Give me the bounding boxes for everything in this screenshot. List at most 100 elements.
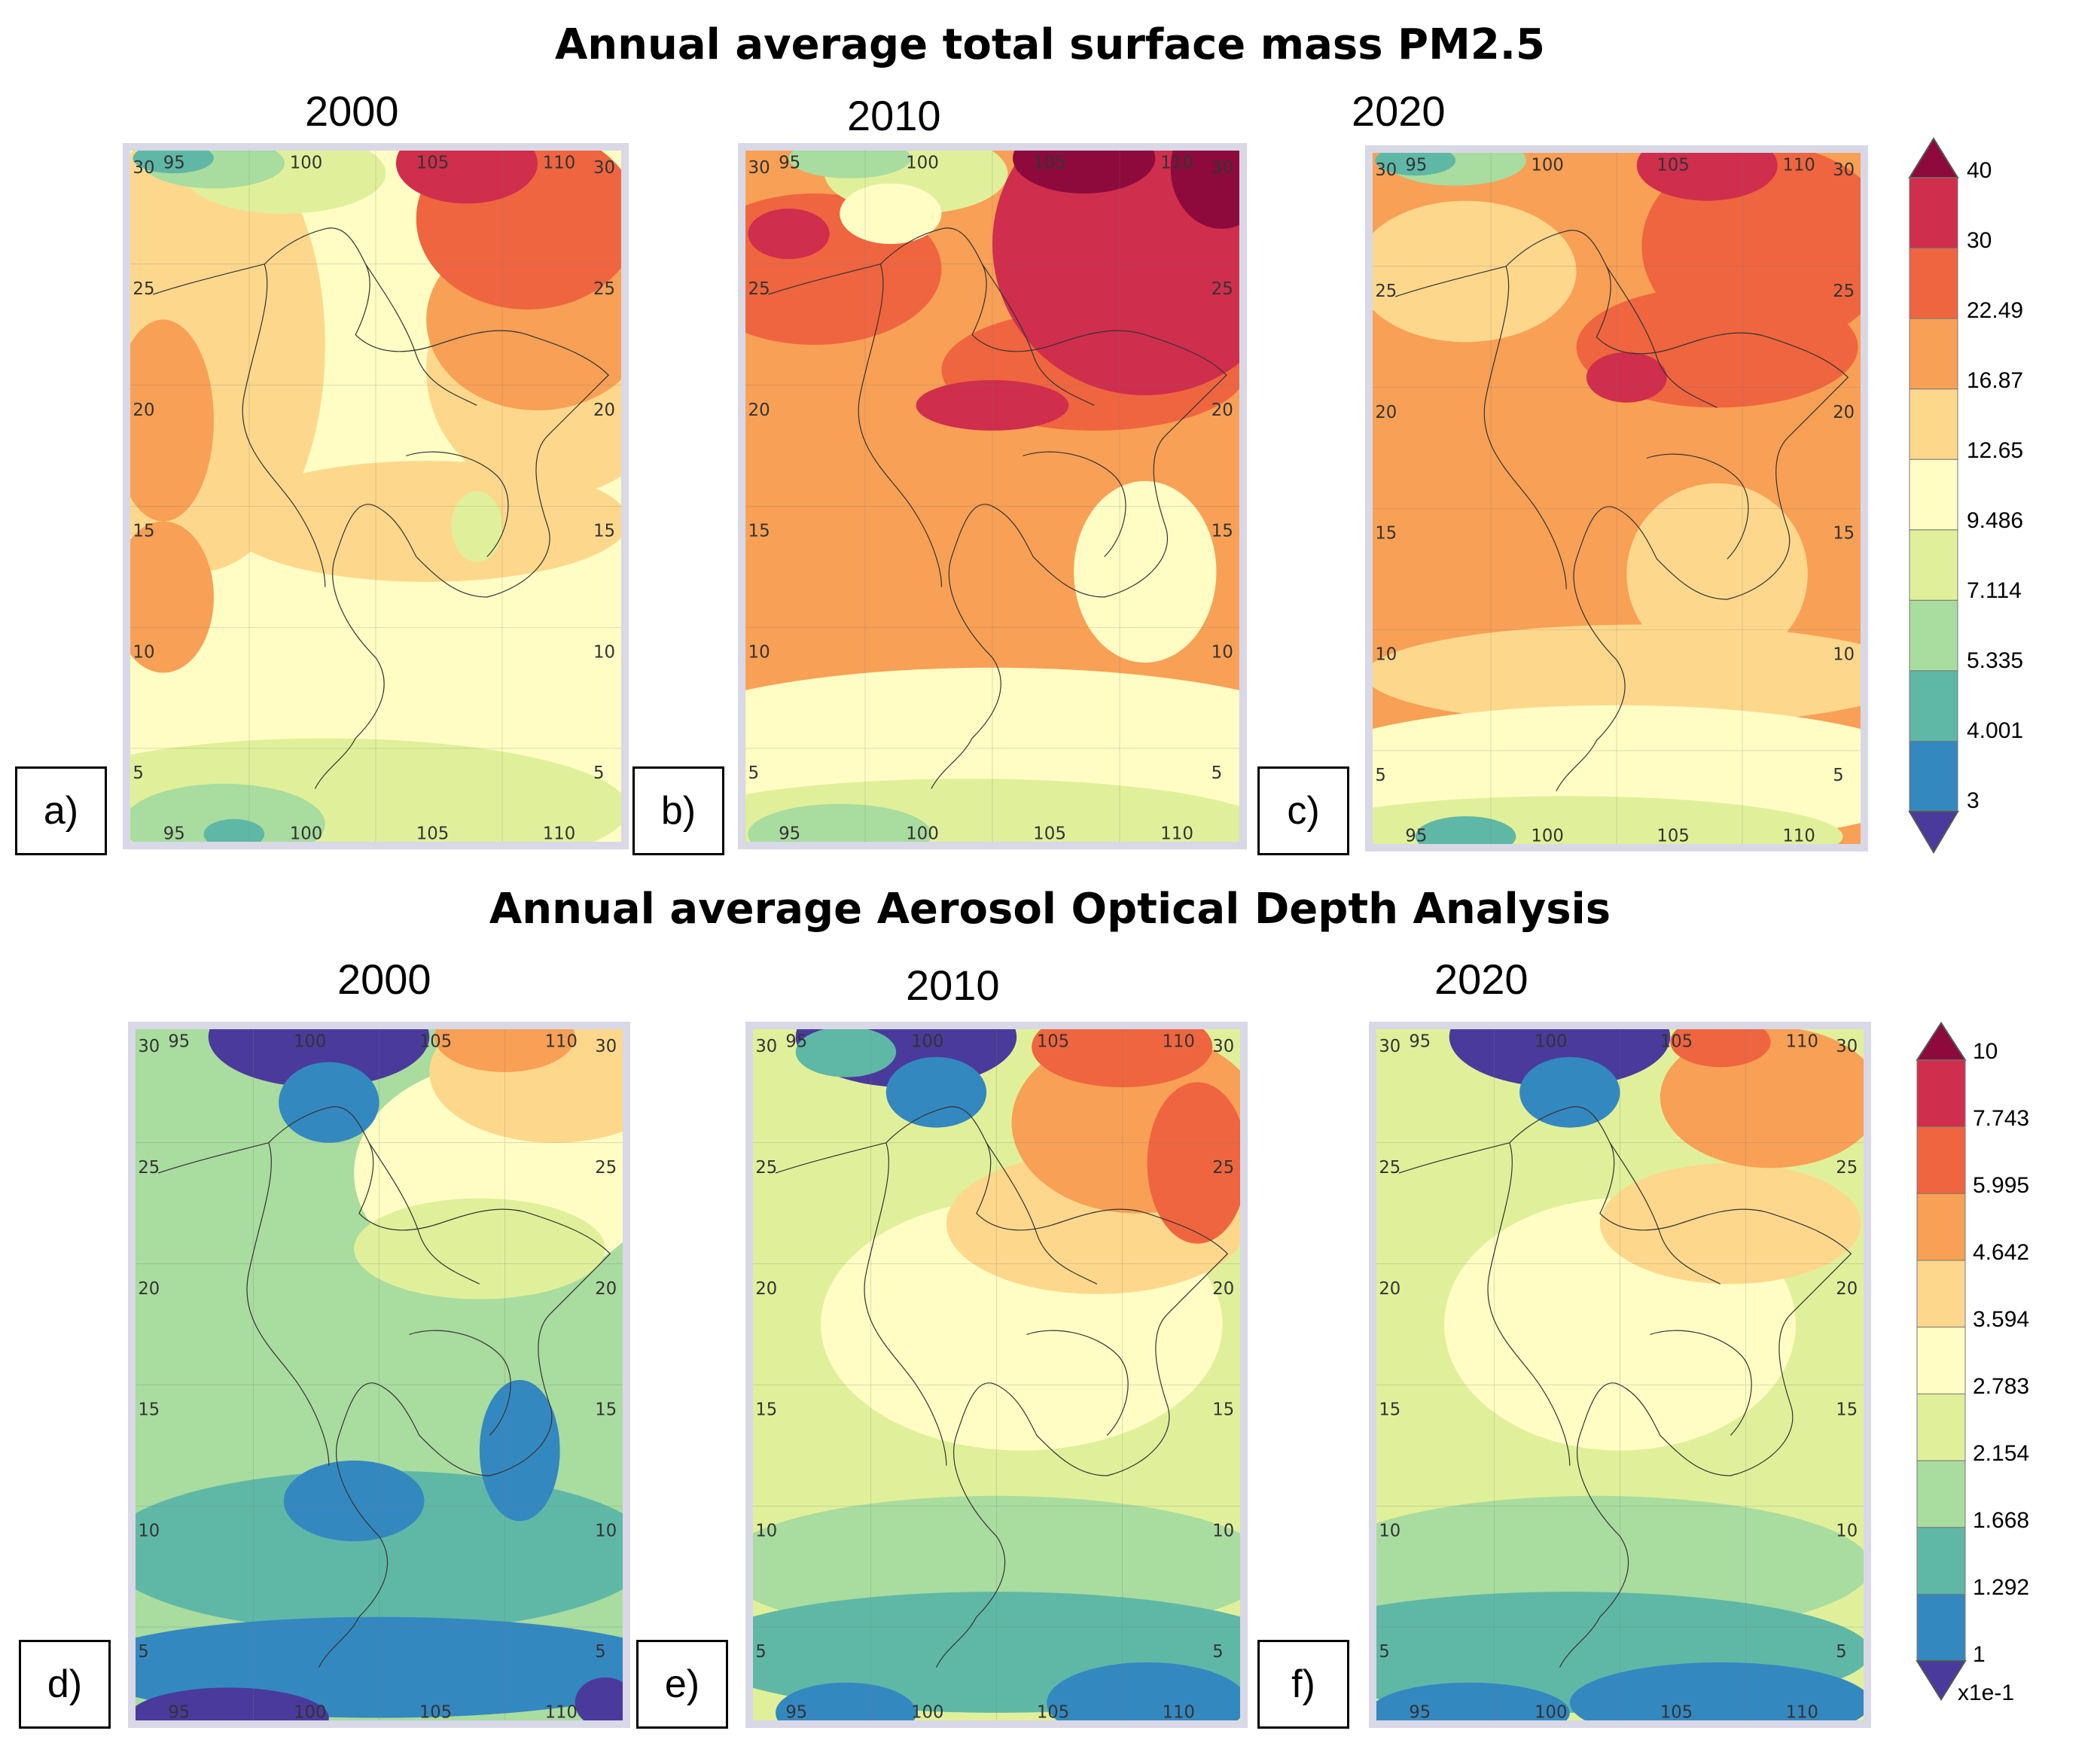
- panel-tag-e: e): [636, 1640, 728, 1729]
- colorbar-graphic: [1916, 1021, 1967, 1702]
- latitude-tick-label: 5: [138, 1642, 148, 1662]
- latitude-tick-label: 5: [1375, 766, 1385, 785]
- longitude-tick-label: 95: [1405, 155, 1427, 175]
- latitude-tick-label: 25: [1212, 279, 1233, 299]
- latitude-tick-label: 15: [1833, 524, 1855, 544]
- colorbar-min-arrow: [1908, 811, 1959, 854]
- latitude-tick-label: 30: [1379, 1037, 1401, 1056]
- aod-legend-label: 4.642: [1973, 1240, 2030, 1265]
- latitude-tick-label: 30: [1836, 1037, 1858, 1056]
- latitude-tick-label: 5: [1836, 1642, 1846, 1662]
- latitude-tick-label: 10: [1212, 642, 1233, 662]
- pm25-legend-label: 30: [1967, 228, 1992, 253]
- latitude-tick-label: 30: [1833, 160, 1855, 180]
- longitude-tick-label: 100: [290, 824, 323, 844]
- latitude-tick-label: 25: [1212, 1158, 1234, 1178]
- map-panel-f: 95 95 100 100 105 105 110 110 30 30 25 25 20 20 15 15 10…: [1369, 1022, 1871, 1728]
- colorbar-segment: [1909, 177, 1958, 249]
- map-panel-a: 95 95 100 100 105 105 110 110 30 30 25 25 20 20 15 15 10…: [123, 143, 629, 849]
- panel-tag-c: c): [1257, 766, 1349, 855]
- colorbar-max-arrow: [1908, 137, 1959, 178]
- latitude-tick-label: 25: [595, 1158, 617, 1178]
- panel-tag-b: b): [632, 766, 724, 855]
- latitude-tick-label: 20: [1836, 1279, 1858, 1299]
- longitude-tick-label: 95: [163, 154, 185, 173]
- longitude-tick-label: 110: [543, 154, 576, 173]
- latitude-tick-label: 15: [755, 1400, 777, 1420]
- map-panel-d: 95 95 100 100 105 105 110 110 30 30 25 25 20 20 15 15 10…: [128, 1022, 630, 1728]
- longitude-tick-label: 100: [911, 1031, 943, 1051]
- latitude-tick-label: 15: [1375, 524, 1397, 544]
- longitude-tick-label: 105: [1660, 1703, 1693, 1723]
- colorbar-segment: [1916, 1126, 1966, 1194]
- latitude-tick-label: 5: [1833, 766, 1843, 785]
- year-label-d: 2000: [337, 955, 431, 1003]
- latitude-tick-label: 5: [1379, 1642, 1389, 1662]
- longitude-tick-label: 100: [1535, 1031, 1567, 1051]
- latitude-tick-label: 25: [1375, 282, 1397, 301]
- latitude-tick-label: 25: [593, 279, 615, 299]
- latitude-tick-label: 20: [1375, 403, 1397, 422]
- latitude-tick-label: 30: [138, 1037, 160, 1056]
- longitude-tick-label: 100: [911, 1703, 943, 1723]
- aod-legend-label: 5.995: [1973, 1173, 2030, 1198]
- latitude-tick-label: 10: [755, 1521, 777, 1540]
- latitude-tick-label: 5: [748, 763, 760, 783]
- longitude-tick-label: 105: [1037, 1031, 1069, 1051]
- year-label-f: 2020: [1434, 955, 1529, 1003]
- latitude-tick-label: 30: [1212, 158, 1233, 178]
- latitude-tick-label: 10: [138, 1521, 160, 1540]
- pm25-legend-label: 5.335: [1967, 648, 2024, 673]
- panel-tag-a: a): [15, 766, 107, 855]
- longitude-tick-label: 95: [1409, 1031, 1431, 1051]
- longitude-tick-label: 100: [1531, 827, 1563, 846]
- colorbar-segment: [1909, 389, 1958, 460]
- longitude-tick-label: 95: [785, 1031, 807, 1051]
- colorbar-segment: [1916, 1260, 1966, 1328]
- aod-legend-label: 10: [1973, 1039, 1998, 1064]
- longitude-tick-label: 95: [779, 154, 800, 173]
- latitude-tick-label: 15: [133, 522, 154, 541]
- longitude-tick-label: 110: [543, 824, 576, 844]
- colorbar-segment: [1909, 529, 1958, 601]
- latitude-tick-label: 15: [1212, 522, 1233, 541]
- latitude-tick-label: 15: [1379, 1400, 1401, 1420]
- latitude-tick-label: 20: [1379, 1279, 1401, 1299]
- latitude-tick-label: 30: [133, 158, 154, 178]
- latitude-tick-label: 20: [748, 401, 770, 420]
- longitude-tick-label: 95: [1405, 827, 1427, 846]
- longitude-tick-label: 105: [419, 1703, 452, 1723]
- latitude-tick-label: 30: [748, 158, 770, 178]
- longitude-tick-label: 110: [545, 1031, 578, 1051]
- year-label-e: 2010: [906, 961, 1000, 1009]
- latitude-tick-label: 10: [748, 642, 770, 662]
- aod-legend-label: 7.743: [1973, 1106, 2030, 1131]
- longitude-tick-label: 110: [1782, 827, 1815, 846]
- pm25-legend-label: 40: [1967, 158, 1992, 183]
- latitude-tick-label: 10: [1833, 644, 1855, 664]
- colorbar-segment: [1909, 670, 1958, 742]
- panel-tag-f: f): [1257, 1640, 1349, 1729]
- aod-legend-unit: x1e-1: [1958, 1680, 2015, 1705]
- latitude-tick-label: 15: [138, 1400, 160, 1420]
- longitude-tick-label: 110: [1163, 1031, 1195, 1051]
- colorbar-segment: [1916, 1327, 1966, 1394]
- latitude-tick-label: 25: [138, 1158, 160, 1178]
- latitude-tick-label: 5: [1212, 763, 1223, 783]
- latitude-tick-label: 5: [593, 763, 605, 783]
- year-label-a: 2000: [305, 87, 399, 135]
- longitude-tick-label: 105: [1657, 155, 1689, 175]
- longitude-tick-label: 110: [1160, 154, 1193, 173]
- longitude-tick-label: 105: [1033, 824, 1066, 844]
- colorbar-segment: [1916, 1527, 1966, 1595]
- longitude-tick-label: 110: [1163, 1703, 1195, 1723]
- colorbar-segment: [1916, 1460, 1966, 1528]
- latitude-tick-label: 30: [1375, 160, 1397, 180]
- longitude-tick-label: 95: [785, 1703, 807, 1723]
- aod-legend-label: 3.594: [1973, 1307, 2030, 1332]
- latitude-tick-label: 5: [755, 1642, 766, 1662]
- colorbar-graphic: [1908, 137, 1959, 854]
- latitude-tick-label: 5: [133, 763, 144, 783]
